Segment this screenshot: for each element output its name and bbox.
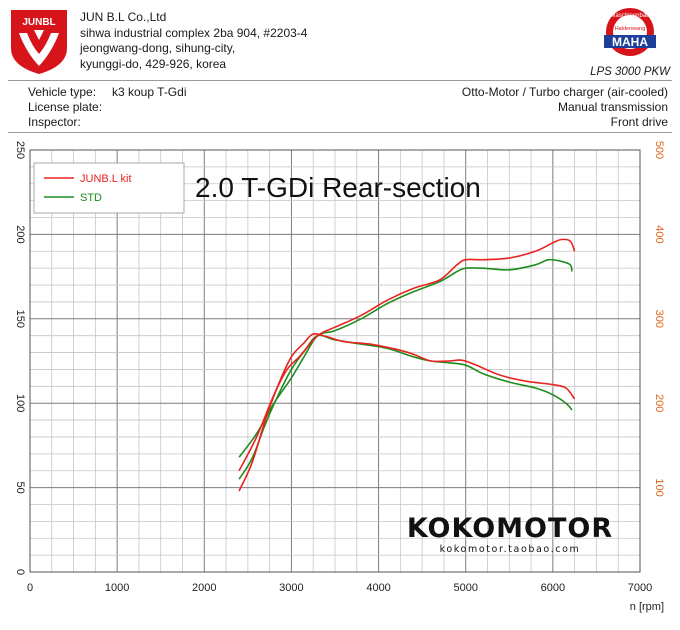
- vehicle-type-value: k3 koup T-Gdi: [112, 85, 187, 99]
- x-tick-label: 2000: [192, 582, 216, 594]
- header-divider: [8, 80, 672, 81]
- y-left-tick-label: 100: [14, 394, 26, 412]
- series-line-std-left: [238, 258, 573, 458]
- company-name: JUN B.L Co.,Ltd: [80, 10, 167, 24]
- legend-label-std: STD: [80, 192, 102, 204]
- x-tick-label: 1000: [105, 582, 129, 594]
- y-left-tick-label: 150: [14, 310, 26, 328]
- series-line-junb-l-kit-right: [238, 332, 576, 492]
- vehicle-info-right: Otto-Motor / Turbo charger (air-cooled) …: [462, 85, 668, 130]
- chart-legend: JUNB.L kit STD: [33, 162, 185, 214]
- x-tick-label: 5000: [453, 582, 477, 594]
- x-tick-label: 4000: [366, 582, 390, 594]
- maha-bottom-text: Haldenwang: [615, 26, 646, 32]
- vehicle-info-left: Vehicle type: k3 koup T-Gdi License plate…: [28, 85, 186, 130]
- chart-series: [238, 238, 576, 492]
- chart-grid: [29, 149, 641, 573]
- logo-wordmark: JUNBL: [22, 17, 55, 28]
- y-right-tick-label: 400: [653, 225, 665, 243]
- address-line-3: kyunggi-do, 429-926, korea: [80, 56, 227, 71]
- info-divider: [8, 132, 672, 133]
- engine-type: Otto-Motor / Turbo charger (air-cooled): [461, 85, 668, 99]
- watermark: KOKOMOTOR kokomotor.taobao.com: [407, 513, 613, 555]
- x-tick-label: 6000: [541, 582, 565, 594]
- y-left-tick-label: 0: [14, 569, 26, 575]
- transmission-type: Manual transmission: [557, 100, 668, 114]
- y-right-tick-label: 200: [653, 394, 665, 412]
- address-line-1: sihwa industrial complex 2ba 904, #2203-…: [80, 25, 308, 40]
- legend-box: [33, 162, 185, 214]
- company-info: JUN B.L Co.,Ltd sihwa industrial complex…: [80, 10, 307, 72]
- vehicle-type-label: Vehicle type:: [28, 85, 97, 99]
- license-plate-label: License plate:: [28, 100, 103, 114]
- drive-type: Front drive: [610, 115, 668, 129]
- watermark-url: kokomotor.taobao.com: [440, 544, 581, 555]
- x-tick-label: 3000: [279, 582, 303, 594]
- y-left-tick-label: 50: [14, 481, 26, 493]
- watermark-brand: KOKOMOTOR: [407, 513, 613, 544]
- chart-title: 2.0 T-GDi Rear-section: [195, 172, 481, 203]
- x-tick-label: 7000: [628, 582, 652, 594]
- maha-logo: Maschinenbau Haldenwang MAHA: [604, 8, 656, 56]
- maha-top-text: Maschinenbau: [610, 13, 649, 19]
- x-axis-label: n [rpm]: [630, 601, 664, 613]
- y-left-tick-label: 250: [14, 141, 26, 159]
- y-right-tick-label: 500: [653, 141, 665, 159]
- legend-label-junbl: JUNB.L kit: [80, 173, 132, 185]
- maha-wordmark: MAHA: [612, 35, 648, 49]
- y-right-tick-label: 300: [653, 310, 665, 328]
- dyno-model: LPS 3000 PKW: [590, 66, 670, 78]
- x-tick-label: 0: [27, 582, 33, 594]
- junbl-logo: JUNBL: [11, 10, 67, 74]
- inspector-label: Inspector:: [28, 115, 81, 129]
- plot-frame: [29, 149, 641, 573]
- axis-ticks: 0 1000 2000 3000 4000 5000 6000 7000 0 50 100 150 20…: [14, 141, 665, 594]
- y-right-tick-label: 100: [653, 478, 665, 496]
- series-line-junb-l-kit-left: [238, 238, 576, 472]
- series-line-std-right: [238, 334, 573, 480]
- address-line-2: jeongwang-dong, sihung-city,: [80, 41, 236, 55]
- y-left-tick-label: 200: [14, 225, 26, 243]
